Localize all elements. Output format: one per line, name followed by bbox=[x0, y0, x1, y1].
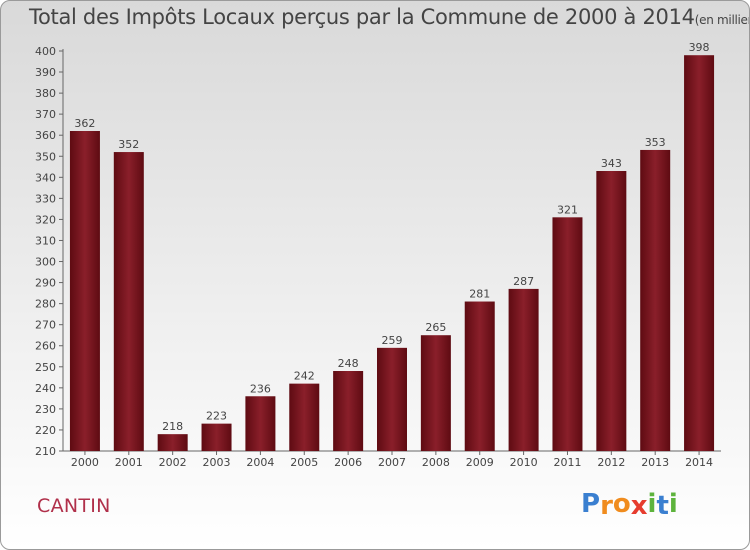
bar bbox=[69, 131, 100, 451]
x-tick-label: 2014 bbox=[685, 456, 713, 469]
bar bbox=[113, 152, 144, 452]
bar bbox=[157, 434, 188, 451]
bar-value-label: 236 bbox=[250, 382, 271, 395]
x-tick-label: 2005 bbox=[290, 456, 318, 469]
logo-letter: r bbox=[600, 491, 613, 521]
x-tick-label: 2007 bbox=[378, 456, 406, 469]
bar-value-label: 248 bbox=[338, 357, 359, 370]
logo-letter: i bbox=[647, 489, 657, 519]
bar bbox=[420, 335, 451, 451]
y-tick-label: 300 bbox=[35, 256, 56, 269]
bar bbox=[464, 301, 495, 451]
y-tick-label: 280 bbox=[35, 298, 56, 311]
x-tick-label: 2004 bbox=[246, 456, 274, 469]
x-tick-label: 2000 bbox=[71, 456, 99, 469]
bar bbox=[289, 383, 320, 451]
y-tick-label: 290 bbox=[35, 277, 56, 290]
y-tick-label: 260 bbox=[35, 340, 56, 353]
bar-value-label: 398 bbox=[689, 41, 710, 54]
bar-value-label: 287 bbox=[513, 275, 534, 288]
bar-value-label: 265 bbox=[425, 321, 446, 334]
bar-value-label: 223 bbox=[206, 410, 227, 423]
bar-value-label: 352 bbox=[118, 138, 139, 151]
plot-area: 210 220 230 240 250 260 270 280 290 300 310 320 330 3… bbox=[35, 41, 721, 469]
y-tick-label: 330 bbox=[35, 192, 56, 205]
bar-value-label: 242 bbox=[294, 370, 315, 383]
y-tick-label: 310 bbox=[35, 234, 56, 247]
bar bbox=[684, 55, 715, 452]
chart-title: Total des Impôts Locaux perçus par la Co… bbox=[29, 5, 749, 29]
x-tick-label: 2008 bbox=[422, 456, 450, 469]
x-tick-label: 2001 bbox=[115, 456, 143, 469]
bar bbox=[596, 171, 627, 451]
commune-name: CANTIN bbox=[37, 495, 111, 517]
y-tick-label: 240 bbox=[35, 382, 56, 395]
y-tick-label: 270 bbox=[35, 319, 56, 332]
x-tick-label: 2012 bbox=[597, 456, 625, 469]
y-tick-label: 220 bbox=[35, 424, 56, 437]
bar bbox=[333, 371, 364, 451]
bar-value-label: 259 bbox=[382, 334, 403, 347]
y-tick-label: 400 bbox=[35, 45, 56, 58]
logo-letter: P bbox=[581, 489, 601, 519]
bar bbox=[201, 423, 232, 451]
bar bbox=[245, 396, 276, 451]
logo-letter: x bbox=[630, 491, 648, 521]
chart-title-text: Total des Impôts Locaux perçus par la Co… bbox=[29, 5, 695, 29]
y-tick-label: 380 bbox=[35, 87, 56, 100]
x-tick-label: 2013 bbox=[641, 456, 669, 469]
bar-value-label: 321 bbox=[557, 203, 578, 216]
y-tick-label: 210 bbox=[35, 445, 56, 458]
bar-value-label: 281 bbox=[469, 288, 490, 301]
bar bbox=[552, 217, 583, 451]
logo-letter: o bbox=[612, 489, 631, 519]
bar-value-label: 218 bbox=[162, 420, 183, 433]
y-tick-label: 340 bbox=[35, 171, 56, 184]
bar-value-label: 362 bbox=[74, 117, 95, 130]
x-tick-label: 2009 bbox=[466, 456, 494, 469]
bar-value-label: 343 bbox=[601, 157, 622, 170]
x-tick-label: 2010 bbox=[510, 456, 538, 469]
y-tick-label: 230 bbox=[35, 403, 56, 416]
chart-title-unit: (en milliers d'€) bbox=[694, 13, 749, 27]
logo-letter: t bbox=[656, 491, 669, 521]
y-tick-label: 320 bbox=[35, 213, 56, 226]
y-tick-label: 390 bbox=[35, 66, 56, 79]
x-tick-label: 2011 bbox=[553, 456, 581, 469]
bar bbox=[640, 149, 671, 451]
y-tick-label: 360 bbox=[35, 129, 56, 142]
x-tick-label: 2006 bbox=[334, 456, 362, 469]
x-tick-label: 2003 bbox=[203, 456, 231, 469]
logo-letter: i bbox=[668, 489, 678, 519]
bar bbox=[508, 288, 539, 451]
bar-value-label: 353 bbox=[645, 136, 666, 149]
y-tick-label: 370 bbox=[35, 108, 56, 121]
y-tick-label: 350 bbox=[35, 150, 56, 163]
proxiti-logo: Proxiti bbox=[581, 489, 678, 521]
y-tick-label: 250 bbox=[35, 361, 56, 374]
bar bbox=[377, 347, 407, 451]
x-tick-label: 2002 bbox=[159, 456, 187, 469]
